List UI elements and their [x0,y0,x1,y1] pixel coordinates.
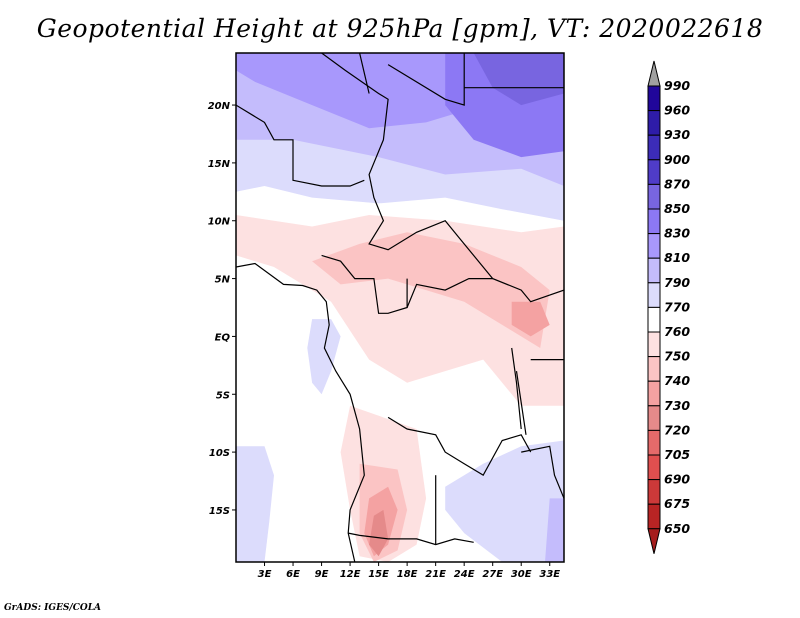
colorbar-box [647,257,661,284]
y-tick-label: 10N [208,217,231,228]
x-axis: 3E 6E 9E 12E 15E 18E 21E 24E 27E 30E 33E [258,562,560,580]
colorbar-box [647,282,661,308]
x-tick-label: 21E [425,569,446,580]
colorbar-over-arrow [647,60,661,87]
border-line [236,262,365,562]
colorbar-box [647,233,661,259]
colorbar-box [647,405,661,431]
colorbar-box [647,479,661,505]
y-tick-label: 15S [209,506,230,517]
colorbar-label: 810 [664,250,690,265]
x-tick-label: 30E [511,569,532,580]
region-angola-low [369,509,389,557]
x-tick-label: 9E [315,569,329,580]
colorbar-box [647,110,661,136]
chart-title: Geopotential Height at 925hPa [gpm], VT:… [36,14,764,43]
colorbar-under-arrow [647,528,661,554]
colorbar-label: 675 [664,496,690,511]
colorbar-label: 850 [664,201,690,216]
country-borders [236,53,564,562]
region-uganda [511,301,550,337]
colorbar-box [647,454,661,481]
colorbar-label: 650 [664,521,690,536]
region-mozambique [545,498,564,562]
x-tick-label: 12E [340,569,361,580]
region-central-740 [312,232,550,348]
colorbar-box [647,306,661,333]
colorbar-label: 990 [664,78,690,93]
y-tick-label: 20N [208,101,231,112]
x-tick-label: 3E [258,569,272,580]
y-tick-label: 10S [209,448,230,459]
y-tick-label: EQ [215,332,231,343]
border-line [521,445,564,499]
x-tick-label: 18E [397,569,418,580]
colorbar-box [647,356,661,382]
region-egypt-870 [473,53,564,106]
colorbar-label: 900 [664,152,690,167]
colorbar-box [647,429,661,456]
colorbar-box [647,159,661,185]
x-tick-label: 24E [454,569,475,580]
colorbar-label: 870 [664,176,690,191]
colorbar-label: 690 [664,472,690,487]
y-tick-label: 15N [208,159,231,170]
border-line [511,347,522,430]
grads-credit: GrADS: IGES/COLA [4,603,102,613]
colorbar-box [647,183,661,210]
colorbar-label: 790 [664,275,690,290]
border-line [321,254,408,314]
border-line [359,53,370,94]
colorbar-box [647,380,661,407]
border-line [387,53,465,106]
colorbar-label: 750 [664,349,690,364]
colorbar-box [647,331,661,358]
border-line [515,371,527,435]
border-line [387,416,532,477]
colorbar-label: 720 [664,422,690,437]
colorbar: 990 960 930 900 870 850 830 810 790 770 760 750 740 7… [647,60,690,554]
colorbar-box [647,85,661,112]
colorbar-label: 730 [664,398,690,413]
colorbar-label: 770 [664,299,690,314]
colorbar-label: 830 [664,226,690,241]
colorbar-box [647,503,661,530]
x-tick-label: 6E [286,569,300,580]
border-line [321,53,564,303]
region-gabon [307,319,341,395]
colorbar-box [647,134,661,161]
field-shading [236,53,564,562]
x-tick-label: 27E [482,569,503,580]
colorbar-label: 740 [664,373,690,388]
colorbar-label: 705 [664,447,690,462]
border-line [348,532,474,546]
region-atlantic-south [236,446,274,562]
y-tick-label: 5N [215,275,231,286]
colorbar-box [647,208,661,235]
map-frame [235,52,565,563]
y-tick-label: 5S [216,390,230,401]
colorbar-label: 960 [664,103,690,118]
x-tick-label: 15E [368,569,389,580]
colorbar-label: 930 [664,127,690,142]
y-axis: 20N 15N 10N 5N EQ 5S 10S 15S [208,101,236,517]
x-tick-label: 33E [539,569,560,580]
border-line [406,278,493,308]
border-line [236,104,365,187]
colorbar-label: 760 [664,324,690,339]
